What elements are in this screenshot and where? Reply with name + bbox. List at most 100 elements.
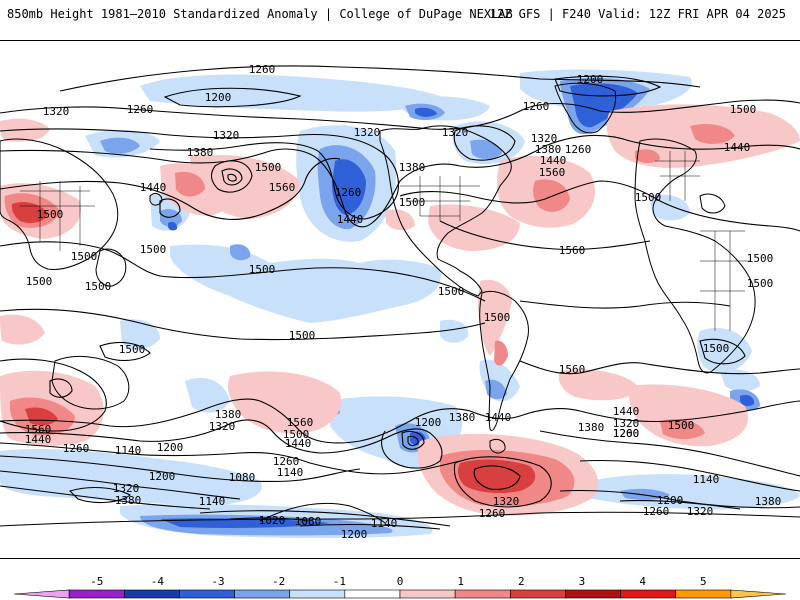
contour-label: 1380 (187, 146, 214, 159)
colorbar-swatch (234, 589, 291, 599)
contour-label: 1140 (371, 517, 398, 530)
colorbar-tick-label: -5 (90, 575, 103, 588)
height-contours (0, 65, 800, 530)
colorbar-arrow-right (730, 589, 787, 599)
colorbar-swatch (179, 589, 235, 599)
colorbar-tick-label: -3 (211, 575, 224, 588)
colorbar-swatch (675, 589, 732, 599)
contour-label: 1380 (535, 143, 562, 156)
colorbar: -5 -4 -3 -2 -1 0 1 2 3 4 5 (0, 565, 800, 600)
contour-label: 1260 (335, 186, 362, 199)
contour-label: 1500 (37, 208, 64, 221)
contour-label: 1320 (43, 105, 70, 118)
contour-label: 1500 (289, 329, 316, 342)
colorbar-tick-label: 1 (457, 575, 464, 588)
contour-label: 1320 (209, 420, 236, 433)
contour-label: 1500 (249, 263, 276, 276)
contour-label: 1500 (71, 250, 98, 263)
contour-label: 1260 (273, 455, 300, 468)
contour-label: 1440 (724, 141, 751, 154)
contour-label: 1440 (613, 405, 640, 418)
colorbar-tick-label: 5 (700, 575, 707, 588)
colorbar-tick-label: 4 (639, 575, 646, 588)
contour-label: 1380 (115, 494, 142, 507)
colorbar-swatch (565, 589, 621, 599)
colorbar-tick-label: -1 (333, 575, 346, 588)
colorbar-swatch (620, 589, 677, 599)
colorbar-tick-label: -2 (272, 575, 285, 588)
contour-label: 1440 (140, 181, 167, 194)
colorbar-swatch (344, 589, 401, 599)
contour-label: 1500 (283, 428, 310, 441)
contour-label: 1380 (399, 161, 426, 174)
model-run-info: 12Z GFS | F240 Valid: 12Z FRI APR 04 202… (489, 7, 786, 21)
contour-label: 1200 (149, 470, 176, 483)
contour-label: 1500 (119, 343, 146, 356)
contour-label: 1380 (215, 408, 242, 421)
contour-label: 1500 (484, 311, 511, 324)
contour-label: 1500 (85, 280, 112, 293)
contour-label: 1560 (539, 166, 566, 179)
contour-label: 1140 (115, 444, 142, 457)
contour-label: 1560 (25, 423, 52, 436)
contour-label: 1080 (295, 515, 322, 528)
contour-label: 1380 (449, 411, 476, 424)
contour-label: 1500 (747, 252, 774, 265)
colorbar-swatch (509, 589, 566, 599)
contour-label: 1200 (657, 494, 684, 507)
contour-label: 1320 (442, 126, 469, 139)
contour-label: 1200 (415, 416, 442, 429)
colorbar-swatch (123, 589, 180, 599)
contour-label: 1500 (255, 161, 282, 174)
colorbar-tick-label: 2 (518, 575, 525, 588)
contour-label: 1380 (755, 495, 782, 508)
contour-label: 1260 (523, 100, 550, 113)
contour-label: 1500 (668, 419, 695, 432)
contour-label: 1500 (635, 191, 662, 204)
contour-label: 1320 (531, 132, 558, 145)
anomaly-shading (0, 69, 800, 539)
contour-label: 1500 (747, 277, 774, 290)
contour-label: 1500 (730, 103, 757, 116)
contour-label: 1560 (269, 181, 296, 194)
colorbar-svg: -5 -4 -3 -2 -1 0 1 2 3 4 5 (13, 575, 787, 599)
contour-label: 1440 (485, 411, 512, 424)
contour-label: 1140 (199, 495, 226, 508)
colorbar-tick-label: 0 (397, 575, 404, 588)
contour-label: 1560 (287, 416, 314, 429)
contour-label: 1200 (577, 73, 604, 86)
colorbar-swatch (68, 589, 125, 599)
contour-label: 1500 (703, 342, 730, 355)
contour-label: 1020 (259, 514, 286, 527)
contour-label: 1320 (613, 417, 640, 430)
colorbar-tick-label: 3 (579, 575, 586, 588)
contour-label: 1080 (229, 471, 256, 484)
colorbar-tick-label: -4 (151, 575, 165, 588)
contour-label: 1380 (578, 421, 605, 434)
contour-label: 1500 (399, 196, 426, 209)
contour-label: 1440 (285, 437, 312, 450)
contour-label: 1200 (341, 528, 368, 541)
map-title: 850mb Height 1981–2010 Standardized Anom… (7, 7, 513, 21)
contour-label: 1500 (438, 285, 465, 298)
contour-label: 1440 (540, 154, 567, 167)
contour-label: 1200 (205, 91, 232, 104)
colorbar-swatch (399, 589, 456, 599)
contour-label: 1200 (613, 427, 640, 440)
contour-label: 1260 (565, 143, 592, 156)
contour-label: 1440 (337, 213, 364, 226)
contour-label: 1260 (643, 505, 670, 518)
colorbar-arrow-left (13, 589, 70, 599)
contour-label: 1260 (127, 103, 154, 116)
contour-label: 1200 (157, 441, 184, 454)
contour-label: 1260 (613, 427, 640, 440)
colorbar-swatch (289, 589, 346, 599)
contour-label: 1140 (693, 473, 720, 486)
contour-label: 1560 (559, 363, 586, 376)
contour-label: 1260 (249, 63, 276, 76)
contour-label: 1320 (687, 505, 714, 518)
anomaly-map: 1260 1200 1200 1320 1260 1320 1320 1320 1260 1320… (0, 40, 800, 559)
contour-label: 1320 (354, 126, 381, 139)
